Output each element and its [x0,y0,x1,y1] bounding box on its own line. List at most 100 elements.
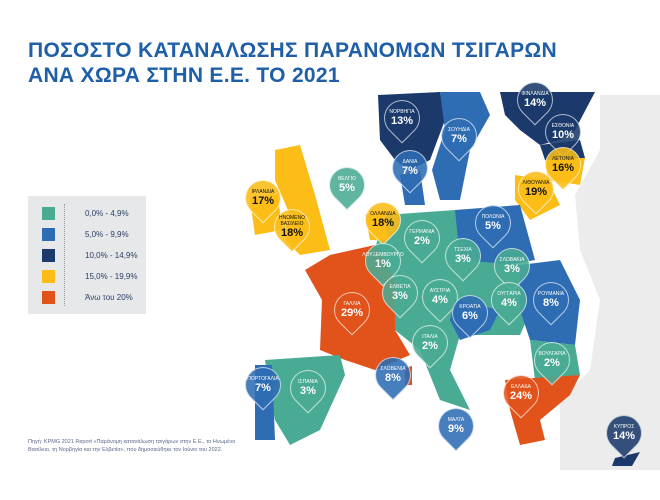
country-marker: ΡΟΥΜΑΝΙΑ 8% [525,274,577,326]
country-marker: ΛΙΘΟΥΑΝΙΑ 19% [510,163,562,215]
country-name: ΛΙΘΟΥΑΝΙΑ [522,180,550,186]
country-name: ΦΙΝΛΑΝΔΙΑ [521,91,549,97]
country-marker: ΕΛΛΑΔΑ 24% [495,367,547,419]
country-name: ΕΣΘΟΝΙΑ [551,123,575,129]
country-marker: ΛΕΤΟΝΙΑ 16% [537,139,589,191]
country-marker: ΔΑΝΙΑ 7% [384,142,436,194]
country-name: ΠΟΛΩΝΙΑ [481,214,505,220]
country-percentage: 2% [414,235,430,247]
country-percentage: 3% [392,290,408,302]
country-marker: ΙΤΑΛΙΑ 2% [404,317,456,369]
country-marker: ΕΣΘΟΝΙΑ 10% [537,106,589,158]
non-eu-region [560,95,660,470]
country-percentage: 18% [371,217,395,229]
country-name: ΙΡΛΑΝΔΙΑ [251,189,275,195]
title-line-1: ΠΟΣΟΣΤΟ ΚΑΤΑΝΑΛΩΣΗΣ ΠΑΡΑΝΟΜΩΝ ΤΣΙΓΑΡΩΝ [28,39,558,62]
country-marker: ΣΛΟΒΕΝΙΑ 8% [367,349,419,401]
country-percentage: 3% [455,253,471,265]
country-marker: ΟΥΓΓΑΡΙΑ 4% [483,274,535,326]
country-percentage: 6% [462,310,478,322]
country-name: ΓΕΡΜΑΝΙΑ [409,229,435,235]
legend-item: Άνω του 20% [42,290,133,304]
legend-swatch [42,290,55,304]
country-percentage: 14% [523,97,547,109]
country-name: ΣΛΟΒΑΚΙΑ [499,257,525,263]
country-name: ΕΛΒΕΤΙΑ [389,284,411,290]
country-name: ΚΥΠΡΟΣ [613,424,635,430]
country-marker: ΛΟΥΞΕΜΒΟΥΡΓΟ 1% [357,235,409,287]
country-percentage: 17% [251,195,275,207]
country-name: ΝΟΡΒΗΓΙΑ [389,109,415,115]
country-percentage: 16% [551,162,575,174]
country-name: ΒΕΛΓΙΟ [337,176,357,182]
country-marker: ΤΣΕΧΙΑ 3% [437,230,489,282]
country-percentage: 10% [551,129,575,141]
country-marker: ΒΕΛΓΙΟ 5% [321,159,373,211]
country-name: ΙΣΠΑΝΙΑ [298,379,318,385]
country-marker: ΓΕΡΜΑΝΙΑ 2% [396,212,448,264]
country-marker: ΦΙΝΛΑΝΔΙΑ 14% [509,74,561,126]
country-marker: ΑΥΣΤΡΙΑ 4% [414,271,466,323]
page-title: ΠΟΣΟΣΤΟ ΚΑΤΑΝΑΛΩΣΗΣ ΠΑΡΑΝΟΜΩΝ ΤΣΙΓΑΡΩΝ Α… [28,38,557,88]
country-marker: ΗΝΩΜΕΝΟ ΒΑΣΙΛΕΙΟ 18% [266,201,318,253]
legend-item: 10,0% - 14,9% [42,248,137,262]
legend-label: 15,0% - 19,9% [85,271,138,281]
country-percentage: 7% [451,133,467,145]
legend-label: Άνω του 20% [85,292,133,302]
country-marker: ΚΥΠΡΟΣ 14% [598,407,650,459]
country-percentage: 8% [385,372,401,384]
country-name: ΙΤΑΛΙΑ [422,334,438,340]
country-marker: ΣΛΟΒΑΚΙΑ 3% [486,240,538,292]
country-name: ΛΟΥΞΕΜΒΟΥΡΓΟ [362,252,404,258]
country-name: ΡΟΥΜΑΝΙΑ [537,291,565,297]
country-percentage: 19% [524,186,548,198]
country-marker: ΓΑΛΛΙΑ 29% [326,284,378,336]
country-percentage: 18% [280,227,304,239]
country-percentage: 8% [543,297,559,309]
country-percentage: 7% [402,165,418,177]
country-marker: ΙΡΛΑΝΔΙΑ 17% [237,172,289,224]
legend: 0,0% - 4,9% 5,0% - 9,9% 10,0% - 14,9% 15,0%… [28,196,146,314]
country-name: ΑΥΣΤΡΙΑ [429,288,451,294]
country-percentage: 2% [544,357,560,369]
legend-label: 10,0% - 14,9% [85,250,138,260]
country-percentage: 14% [612,430,636,442]
country-name: ΓΑΛΛΙΑ [343,301,361,307]
source-note: Πηγή: KPMG 2021 Report «Παράνομη κατανάλ… [28,439,236,453]
legend-item: 15,0% - 19,9% [42,269,137,283]
country-percentage: 3% [300,385,316,397]
country-marker: ΙΣΠΑΝΙΑ 3% [282,362,334,414]
country-name: ΟΛΛΑΝΔΙΑ [370,211,396,217]
country-name: ΚΡΟΑΤΙΑ [459,304,481,310]
country-percentage: 24% [509,390,533,402]
country-percentage: 7% [255,382,271,394]
country-name: ΠΟΡΤΟΓΑΛΙΑ [247,376,279,382]
country-marker: ΠΟΛΩΝΙΑ 5% [467,197,519,249]
country-name: ΗΝΩΜΕΝΟ ΒΑΣΙΛΕΙΟ [279,215,305,227]
country-name: ΛΕΤΟΝΙΑ [552,156,574,162]
country-name: ΔΑΝΙΑ [402,159,418,165]
country-name: ΜΑΛΤΑ [447,417,465,423]
legend-label: 5,0% - 9,9% [85,229,129,239]
country-name: ΒΟΥΛΓΑΡΙΑ [538,351,566,357]
legend-swatch [42,248,55,262]
title-line-2: ΑΝΑ ΧΩΡΑ ΣΤΗΝ Ε.Ε. ΤΟ 2021 [28,64,340,87]
country-percentage: 3% [504,263,520,275]
legend-swatch [42,206,55,220]
country-marker: ΕΛΒΕΤΙΑ 3% [374,267,426,319]
region-cyprus [612,452,640,466]
country-marker: ΟΛΛΑΝΔΙΑ 18% [357,194,409,246]
country-marker: ΚΡΟΑΤΙΑ 6% [444,287,496,339]
country-name: ΤΣΕΧΙΑ [454,247,472,253]
country-percentage: 13% [390,115,414,127]
country-marker: ΝΟΡΒΗΓΙΑ 13% [376,92,428,144]
legend-item: 0,0% - 4,9% [42,206,129,220]
country-name: ΟΥΓΓΑΡΙΑ [497,291,521,297]
country-marker: ΜΑΛΤΑ 9% [430,400,482,452]
country-marker: ΣΟΥΗΔΙΑ 7% [433,110,485,162]
country-percentage: 4% [501,297,517,309]
legend-label: 0,0% - 4,9% [85,208,129,218]
country-marker: ΠΟΡΤΟΓΑΛΙΑ 7% [237,359,289,411]
legend-swatch [42,227,55,241]
